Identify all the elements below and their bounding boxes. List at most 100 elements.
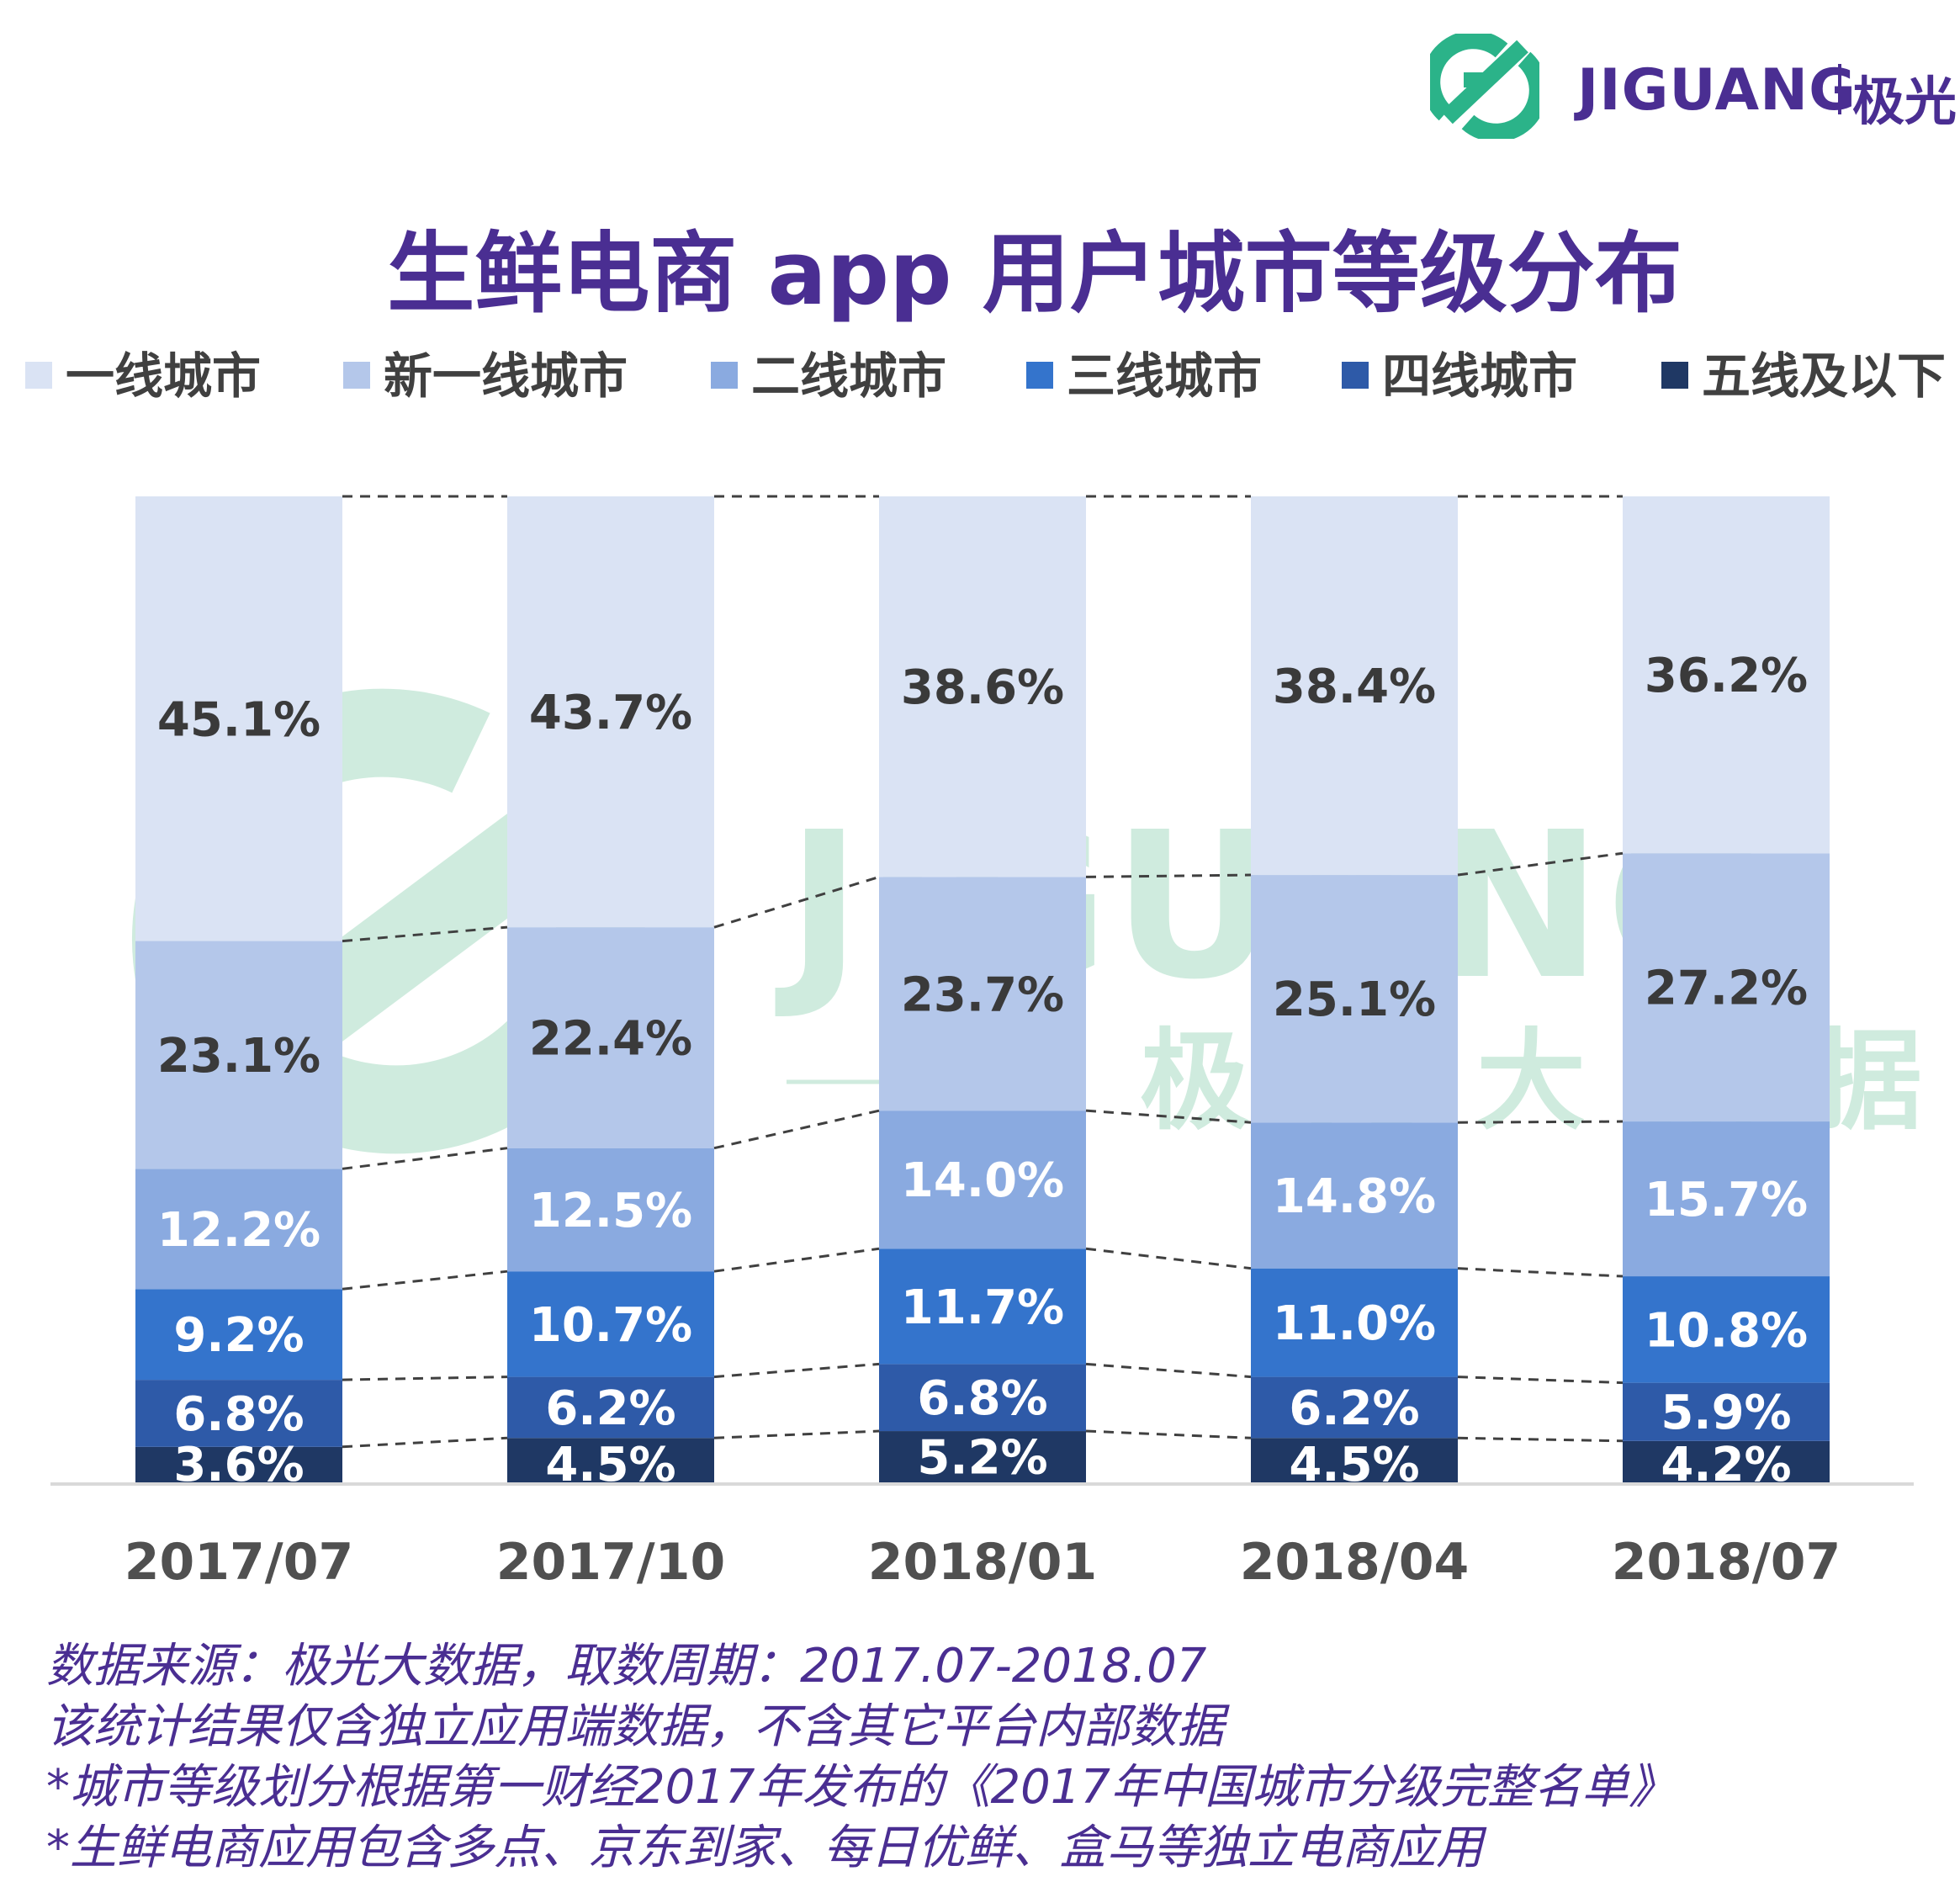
- jiguang-logo: JIGUANG 极光: [1422, 30, 1957, 143]
- legend-label: 新一线城市: [384, 347, 628, 405]
- connector-line: [713, 1362, 880, 1379]
- bars-layer: [135, 496, 1830, 1482]
- bar-segment: [1251, 1122, 1458, 1269]
- connector-line: [342, 1376, 508, 1381]
- bar-segment: [507, 1271, 714, 1377]
- data-label: 10.8%: [1645, 1303, 1808, 1358]
- bar-segment: [1251, 1268, 1458, 1377]
- logo-separator: [1838, 64, 1841, 114]
- legend-swatch: [711, 362, 738, 389]
- connector-line: [1085, 1109, 1252, 1124]
- connector-line: [342, 1270, 508, 1291]
- data-label: 12.5%: [529, 1184, 692, 1238]
- connector-line: [1085, 873, 1252, 878]
- bar-segment: [1251, 1376, 1458, 1439]
- data-label: 45.1%: [157, 692, 320, 747]
- bar-segment: [1623, 1440, 1830, 1482]
- data-label: 10.7%: [529, 1298, 692, 1353]
- bar-segment: [1623, 1121, 1830, 1277]
- data-label: 15.7%: [1645, 1173, 1808, 1227]
- data-label: 5.9%: [1661, 1386, 1791, 1440]
- legend-swatch: [343, 362, 370, 389]
- data-label: 12.2%: [157, 1203, 320, 1258]
- data-label: 6.2%: [545, 1381, 675, 1436]
- x-axis-ticks: 2017/07 2017/10 2018/01 2018/04 2018/07: [124, 1533, 1841, 1592]
- stacked-bar-chart: JIGUANG 极光大数据 3.6%6.8%9.2%12.2%23.1%45.1…: [50, 495, 1922, 1592]
- legend-swatch: [25, 362, 52, 389]
- connector-line: [342, 1436, 508, 1449]
- bar-segment: [1251, 875, 1458, 1123]
- connector-line: [713, 1109, 880, 1150]
- bar-segment: [1623, 853, 1830, 1122]
- bar-segment: [1623, 1276, 1830, 1383]
- x-tick-label: 2018/04: [1240, 1533, 1469, 1592]
- bar-segment: [507, 927, 714, 1148]
- connector-lines: [342, 495, 1624, 1449]
- legend-label: 四线城市: [1382, 347, 1578, 405]
- bar-segment: [507, 1438, 714, 1482]
- legend-swatch: [1026, 362, 1053, 389]
- x-tick-label: 2017/10: [496, 1533, 725, 1592]
- data-label: 11.0%: [1273, 1296, 1436, 1351]
- data-label: 43.7%: [529, 686, 692, 740]
- data-label: 23.7%: [901, 967, 1064, 1022]
- bar-segment: [879, 496, 1086, 877]
- bar-segment: [135, 941, 342, 1169]
- data-label: 23.1%: [157, 1029, 320, 1084]
- jiguang-logo-icon: [1422, 30, 1548, 142]
- chart-title: 生鲜电商 app 用户城市等级分布: [387, 222, 1682, 325]
- connector-line: [342, 1147, 508, 1170]
- x-tick-label: 2017/07: [124, 1533, 353, 1592]
- connector-line: [1457, 1267, 1624, 1278]
- connector-line: [713, 875, 880, 929]
- bar-segment: [135, 1446, 342, 1482]
- bar-segment: [879, 1431, 1086, 1482]
- bar-segment: [135, 496, 342, 941]
- data-label: 6.8%: [173, 1387, 304, 1442]
- x-tick-label: 2018/01: [868, 1533, 1097, 1592]
- data-label: 11.7%: [901, 1280, 1064, 1335]
- data-label: 38.4%: [1273, 660, 1436, 714]
- legend-label: 二线城市: [751, 347, 947, 405]
- bar-segment: [1623, 1382, 1830, 1441]
- legend-label: 一线城市: [66, 347, 262, 405]
- data-label: 5.2%: [917, 1431, 1047, 1486]
- data-label: 36.2%: [1645, 649, 1808, 703]
- connector-line: [1457, 1120, 1624, 1124]
- bar-segment: [879, 1364, 1086, 1432]
- chart-legend: 一线城市 新一线城市 二线城市 三线城市 四线城市 五线及以下: [25, 347, 1960, 406]
- footnote-line: *生鲜电商应用包含多点、京东到家、每日优鲜、盒马等独立电商应用: [46, 1821, 1483, 1875]
- connector-line: [1457, 851, 1624, 877]
- legend-label: 五线及以下: [1702, 347, 1947, 405]
- bar-segment: [507, 1148, 714, 1272]
- legend-swatch: [1342, 362, 1369, 389]
- data-label: 38.6%: [901, 660, 1064, 715]
- connector-line: [713, 1429, 880, 1439]
- footnote-line: *城市等级划分根据第一财经2017年发布的《2017年中国城市分级完整名单》: [46, 1760, 1677, 1815]
- connector-line: [1085, 1247, 1252, 1270]
- data-label: 22.4%: [529, 1011, 692, 1066]
- bar-segment: [1251, 496, 1458, 876]
- data-label: 6.8%: [917, 1371, 1047, 1426]
- data-label: 9.2%: [173, 1308, 304, 1363]
- connector-line: [1457, 1376, 1624, 1385]
- connector-line: [342, 925, 508, 943]
- logo-cn-text: 极光: [1852, 71, 1957, 132]
- logo-text: JIGUANG: [1577, 57, 1857, 124]
- bar-segment: [507, 496, 714, 928]
- data-label: 25.1%: [1273, 973, 1436, 1027]
- bar-segment: [879, 877, 1086, 1111]
- bar-segment: [507, 1376, 714, 1439]
- footnote-line: 该统计结果仅含独立应用端数据，不含其它平台内部数据: [46, 1699, 1224, 1754]
- x-tick-label: 2018/07: [1612, 1533, 1841, 1592]
- data-label: 6.2%: [1289, 1381, 1419, 1436]
- data-label: 14.8%: [1273, 1169, 1436, 1224]
- bar-segment: [1623, 496, 1830, 854]
- data-label: 14.0%: [901, 1153, 1064, 1208]
- connector-line: [1085, 1429, 1252, 1439]
- bar-segment: [1251, 1438, 1458, 1482]
- footnote-line: 数据来源：极光大数据，取数周期：2017.07-2018.07: [46, 1639, 1207, 1694]
- bar-segment: [135, 1289, 342, 1381]
- connector-line: [1457, 1436, 1624, 1443]
